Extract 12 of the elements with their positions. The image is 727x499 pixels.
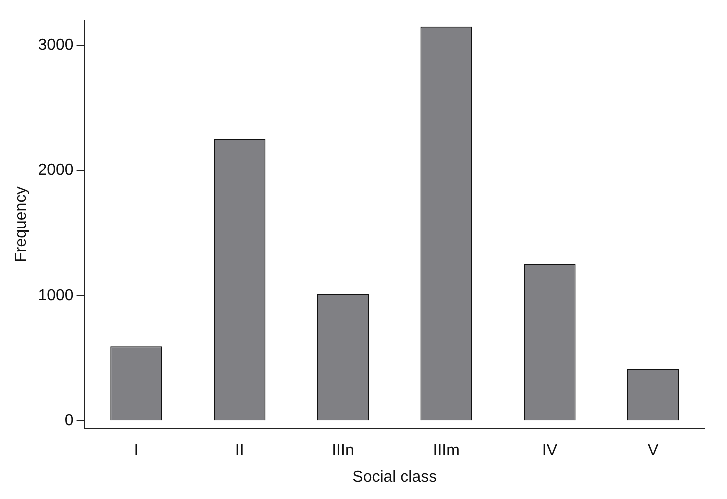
x-axis-title: Social class bbox=[352, 468, 438, 486]
x-tick-label: IIIm bbox=[433, 442, 460, 460]
x-tick-label: II bbox=[235, 442, 244, 460]
y-tick-label: 1000 bbox=[38, 287, 74, 304]
x-tick-label: I bbox=[134, 442, 139, 460]
y-tick-label: 0 bbox=[64, 412, 74, 430]
x-tick-label: IV bbox=[542, 442, 558, 460]
y-tick-label: 2000 bbox=[38, 162, 74, 180]
x-tick-label: V bbox=[648, 442, 659, 460]
y-axis-title: Frequency bbox=[13, 186, 30, 262]
y-tick-label: 3000 bbox=[38, 37, 74, 54]
x-tick-label: IIIn bbox=[332, 442, 354, 460]
